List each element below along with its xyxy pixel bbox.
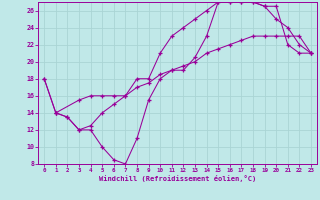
X-axis label: Windchill (Refroidissement éolien,°C): Windchill (Refroidissement éolien,°C)	[99, 175, 256, 182]
